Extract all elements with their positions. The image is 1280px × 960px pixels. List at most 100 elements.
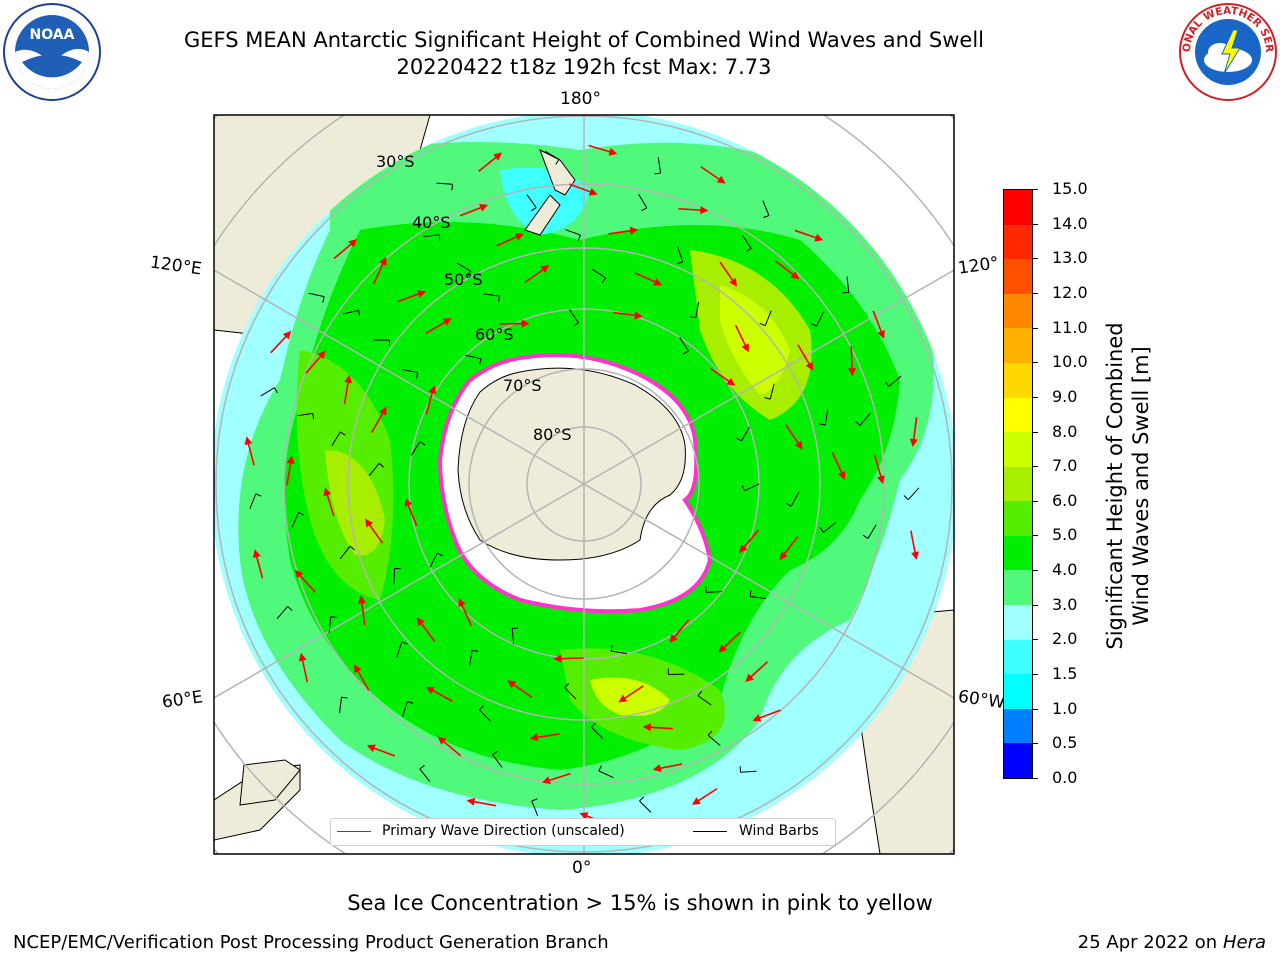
colorbar-segment bbox=[1004, 673, 1032, 709]
wind-barb bbox=[296, 412, 315, 420]
wave-direction-arrow bbox=[642, 723, 673, 732]
wave-direction-arrow bbox=[397, 290, 426, 303]
date-text: 25 Apr 2022 on bbox=[1077, 932, 1218, 953]
wind-barb bbox=[759, 310, 772, 327]
nws-logo-icon: NATIONAL WEATHER SERVICE bbox=[1178, 2, 1277, 101]
wind-barb bbox=[569, 309, 579, 327]
colorbar-tick-label: 10.0 bbox=[1052, 352, 1088, 372]
wave-direction-arrow bbox=[416, 617, 436, 642]
colorbar-segment bbox=[1004, 397, 1032, 433]
wave-direction-arrow bbox=[425, 318, 452, 335]
colorbar-tick-label: 15.0 bbox=[1052, 179, 1088, 198]
wind-barb bbox=[526, 194, 537, 212]
wave-direction-arrow bbox=[366, 744, 396, 757]
colorbar-tick-mark bbox=[1033, 327, 1038, 329]
wave-direction-arrow bbox=[370, 406, 387, 434]
colorbar-tick-label: 12.0 bbox=[1052, 282, 1088, 302]
colorbar-segment bbox=[1004, 258, 1032, 294]
wave-direction-arrow bbox=[343, 374, 353, 405]
wind-barb bbox=[654, 157, 662, 175]
colorbar-tick-label: 3.0 bbox=[1052, 594, 1078, 614]
colorbar bbox=[1003, 189, 1033, 779]
wave-direction-arrow bbox=[459, 203, 489, 217]
wind-barb bbox=[483, 293, 501, 303]
wave-direction-label: Primary Wave Direction (unscaled) bbox=[382, 823, 625, 839]
wind-barb bbox=[331, 431, 346, 446]
wave-direction-arrow bbox=[910, 530, 919, 561]
wave-direction-arrow bbox=[739, 529, 760, 554]
wind-barb bbox=[705, 586, 723, 593]
wind-barb bbox=[707, 730, 721, 746]
wind-barb bbox=[396, 641, 408, 658]
wave-direction-arrow bbox=[873, 454, 885, 485]
noaa-logo-icon: NOAA bbox=[3, 3, 101, 101]
wind-barb bbox=[511, 627, 519, 645]
wind-barbs-label: Wind Barbs bbox=[739, 823, 819, 839]
wind-barb bbox=[465, 354, 482, 365]
wave-direction-arrow bbox=[678, 206, 709, 215]
colorbar-segment bbox=[1004, 639, 1032, 675]
colorbar-segment bbox=[1004, 742, 1032, 778]
wave-direction-arrow bbox=[752, 709, 781, 722]
colorbar-title-line1: Significant Height of Combined bbox=[1103, 322, 1127, 650]
wind-barb bbox=[544, 150, 560, 165]
colorbar-segment bbox=[1004, 431, 1032, 467]
wind-barb bbox=[862, 524, 877, 539]
wind-barb bbox=[276, 606, 293, 619]
colorbar-segment bbox=[1004, 500, 1032, 536]
land-madagascar bbox=[239, 759, 301, 806]
wind-barb bbox=[456, 262, 472, 277]
wind-barb bbox=[429, 552, 443, 568]
wind-barb bbox=[564, 683, 577, 700]
colorbar-tick-mark bbox=[1033, 431, 1038, 433]
colorbar-tick-label: 9.0 bbox=[1052, 386, 1078, 406]
wind-barb bbox=[762, 200, 770, 219]
wave-direction-arrow bbox=[618, 685, 644, 703]
colorbar-tick-mark bbox=[1033, 362, 1038, 364]
colorbar-tick-label: 8.0 bbox=[1052, 421, 1078, 441]
colorbar-segment bbox=[1004, 362, 1032, 398]
wave-direction-arrow bbox=[354, 664, 370, 691]
wind-barb bbox=[436, 182, 454, 191]
wind-barb bbox=[402, 700, 414, 717]
wind-barb bbox=[785, 491, 800, 507]
wind-barb bbox=[741, 234, 752, 253]
colorbar-tick-mark bbox=[1033, 189, 1038, 190]
wind-barb bbox=[679, 337, 689, 355]
wind-barb bbox=[468, 649, 479, 667]
wind-barb bbox=[591, 268, 606, 284]
lon-label-180: 180° bbox=[560, 89, 601, 109]
wave-direction-arrow bbox=[425, 385, 437, 415]
wind-barb bbox=[291, 512, 305, 528]
colorbar-segment bbox=[1004, 293, 1032, 329]
lat-label-30s: 30°S bbox=[376, 152, 415, 171]
colorbar-title: Significant Height of Combined Wind Wave… bbox=[1102, 246, 1154, 726]
wave-direction-arrow bbox=[718, 631, 741, 653]
colorbar-tick-mark bbox=[1033, 396, 1038, 398]
colorbar-tick-label: 7.0 bbox=[1052, 456, 1078, 476]
sea-ice-note: Sea Ice Concentration > 15% is shown in … bbox=[347, 891, 933, 915]
lat-label-50s: 50°S bbox=[444, 270, 483, 289]
colorbar-tick-mark bbox=[1033, 466, 1038, 468]
colorbar-tick-label: 13.0 bbox=[1052, 248, 1088, 268]
wave-direction-arrow bbox=[437, 736, 462, 757]
wind-barb bbox=[342, 309, 361, 317]
colorbar-tick-mark bbox=[1033, 500, 1038, 502]
wind-barb bbox=[903, 487, 920, 501]
colorbar-segment bbox=[1004, 327, 1032, 363]
wind-barb bbox=[811, 311, 824, 327]
wave-wind-vectors bbox=[244, 144, 920, 825]
wind-barb bbox=[764, 383, 775, 400]
wind-barb bbox=[339, 545, 355, 560]
wind-barb bbox=[249, 493, 262, 509]
wave-direction-arrow bbox=[499, 319, 530, 328]
colorbar-tick-mark bbox=[1033, 674, 1038, 676]
wind-barb bbox=[855, 412, 871, 426]
colorbar-segment bbox=[1004, 535, 1032, 571]
wind-barb bbox=[423, 234, 441, 241]
wave-direction-arrow bbox=[425, 686, 453, 702]
generation-date: 25 Apr 2022 on Hera bbox=[1078, 932, 1266, 953]
lat-label-40s: 40°S bbox=[412, 213, 451, 232]
wind-barb bbox=[598, 765, 614, 778]
